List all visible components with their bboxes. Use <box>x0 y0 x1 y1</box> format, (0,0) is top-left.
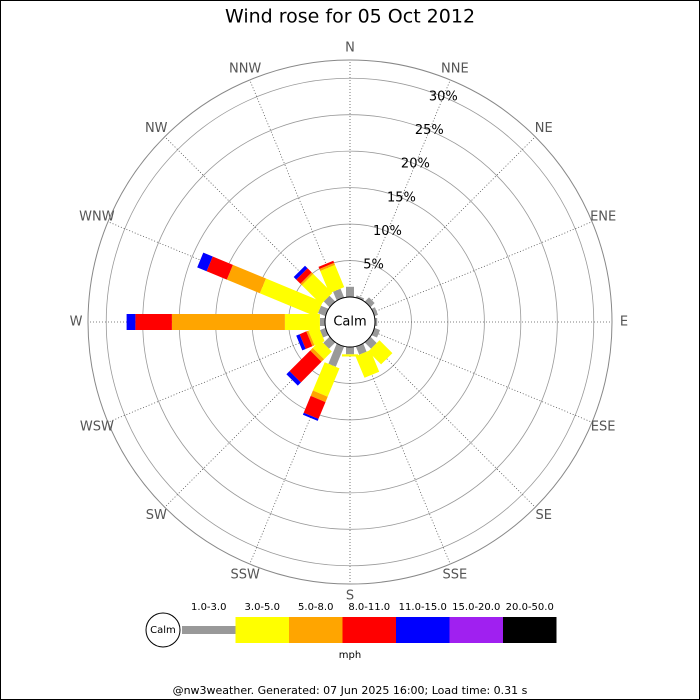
spoke <box>359 344 451 565</box>
spoke <box>367 339 536 508</box>
bar-segment <box>346 347 354 355</box>
bar-segment <box>319 318 325 326</box>
bar-segment <box>371 307 378 317</box>
direction-label: NNW <box>229 61 261 76</box>
unit-label: mph <box>339 650 361 661</box>
direction-label: ENE <box>590 210 616 225</box>
bar-segment <box>300 272 314 286</box>
bar-segment <box>355 343 367 355</box>
legend-swatch <box>342 617 396 643</box>
bar-segment <box>320 264 345 294</box>
bar-segment <box>312 340 332 360</box>
legend-calm-circle <box>145 612 181 648</box>
bar-segment <box>284 314 320 330</box>
outer-ring <box>87 59 613 585</box>
spoke <box>249 79 341 300</box>
bar-segment <box>368 340 393 365</box>
legend-swatch <box>235 617 289 643</box>
direction-label: SW <box>146 508 167 523</box>
direction-label: N <box>345 41 355 56</box>
direction-label: NE <box>535 121 553 136</box>
direction-label: S <box>346 589 354 604</box>
direction-label: NW <box>145 121 168 136</box>
calm-circle <box>324 296 376 348</box>
calm-label: Calm <box>333 315 366 330</box>
r-tick-label: 15% <box>387 190 416 205</box>
r-tick-label: 20% <box>401 157 430 172</box>
spoke <box>372 331 593 423</box>
legend-label: 3.0-5.0 <box>245 602 280 613</box>
bar-segment <box>135 314 172 330</box>
bar-segment <box>333 288 345 301</box>
legend-label: 5.0-8.0 <box>298 602 333 613</box>
legend-swatch <box>182 626 236 634</box>
bar-segment <box>346 286 354 297</box>
legend-label: 15.0-20.0 <box>452 602 500 613</box>
legend-label: 20.0-50.0 <box>506 602 554 613</box>
bar-segment <box>296 334 306 351</box>
r-tick-label: 10% <box>373 224 402 239</box>
direction-label: NNE <box>441 61 469 76</box>
grid-ring <box>105 77 595 567</box>
bar-segment <box>301 273 333 305</box>
r-tick-label: 25% <box>415 123 444 138</box>
bar-segment <box>310 390 328 403</box>
direction-label: SSW <box>230 568 260 583</box>
bar-segment <box>286 371 301 386</box>
direction-label: ESE <box>591 419 616 434</box>
bar-segment <box>293 265 308 280</box>
legend-swatch <box>396 617 450 643</box>
legend-calm-label: Calm <box>150 625 176 636</box>
spoke <box>107 331 328 423</box>
bar-segment <box>259 278 323 317</box>
bar-segment <box>299 331 313 349</box>
footer: @nw3weather. Generated: 07 Jun 2025 16:0… <box>173 684 528 697</box>
bar-segment <box>306 330 315 347</box>
r-tick-label: 5% <box>363 258 384 273</box>
legend-label: 8.0-11.0 <box>348 602 390 613</box>
bar-segment <box>302 412 319 421</box>
bar-segment <box>296 268 312 284</box>
bar-segment <box>364 297 375 308</box>
r-tick-label: 30% <box>429 89 458 104</box>
bar-segment <box>328 343 345 367</box>
bar-segment <box>342 354 358 357</box>
bar-segment <box>355 350 380 378</box>
direction-label: SSE <box>442 568 467 583</box>
bar-segment <box>308 326 325 346</box>
bar-segment <box>206 256 233 280</box>
bar-segment <box>375 318 378 326</box>
direction-label: WNW <box>79 210 115 225</box>
bar-segment <box>312 362 340 397</box>
chart-title: Wind rose for 05 Oct 2012 <box>225 6 475 28</box>
bar-segment <box>310 347 325 362</box>
direction-label: SE <box>536 508 552 523</box>
bar-segment <box>171 314 285 330</box>
bar-segment <box>226 264 266 294</box>
bar-segment <box>126 314 136 330</box>
direction-label: E <box>620 315 628 330</box>
bar-segment <box>289 350 322 383</box>
bar-segment <box>319 262 335 271</box>
direction-label: WSW <box>80 419 114 434</box>
bar-segment <box>318 260 335 269</box>
bar-segment <box>355 295 365 301</box>
direction-label: W <box>70 315 83 330</box>
legend-swatch <box>449 617 503 643</box>
bar-segment <box>197 252 213 272</box>
spoke <box>359 79 451 300</box>
legend-label: 1.0-3.0 <box>191 602 226 613</box>
legend-swatch <box>289 617 343 643</box>
bar-segment <box>303 395 326 419</box>
spoke <box>372 221 593 313</box>
legend-swatch <box>503 617 557 643</box>
bar-segment <box>318 305 329 317</box>
spoke <box>367 136 536 305</box>
legend-label: 11.0-15.0 <box>399 602 447 613</box>
